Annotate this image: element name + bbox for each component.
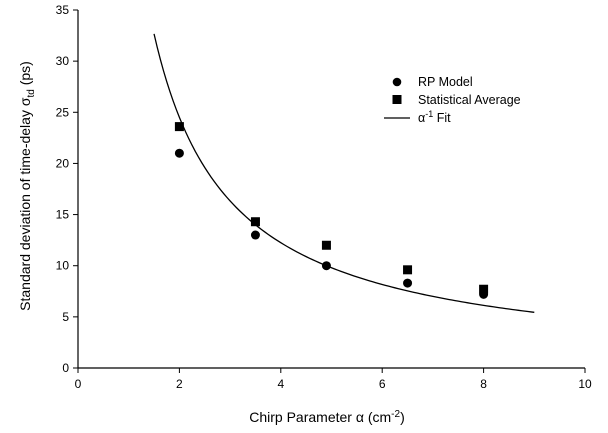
x-axis-title-close: ) bbox=[400, 409, 405, 425]
y-tick-label: 35 bbox=[56, 3, 70, 17]
legend-item-statistical-average: Statistical Average bbox=[392, 93, 521, 107]
legend-item-fit: α-1 Fit bbox=[384, 109, 451, 125]
y-tick-label: 25 bbox=[56, 105, 70, 119]
legend-label-rp-model: RP Model bbox=[418, 75, 473, 89]
x-axis-title-main: Chirp Parameter α (cm bbox=[249, 409, 391, 425]
statistical-average-point bbox=[479, 284, 489, 294]
legend-fit-word: Fit bbox=[433, 111, 451, 125]
axes bbox=[77, 10, 585, 369]
data-points bbox=[174, 122, 489, 299]
x-ticks: 0 2 4 6 8 10 bbox=[75, 368, 592, 391]
fit-curve bbox=[153, 33, 535, 313]
x-axis-title: Chirp Parameter α (cm-2) bbox=[249, 409, 404, 425]
x-tick-label: 8 bbox=[480, 377, 487, 391]
rp-model-point bbox=[321, 261, 331, 271]
statistical-average-point bbox=[174, 122, 184, 132]
statistical-average-point bbox=[403, 265, 413, 275]
y-axis-title-close: (ps) bbox=[17, 61, 33, 89]
x-axis-title-exp: -2 bbox=[391, 409, 400, 420]
legend: RP Model Statistical Average α-1 Fit bbox=[384, 75, 521, 125]
rp-model-point bbox=[174, 148, 184, 158]
x-tick-label: 0 bbox=[75, 377, 82, 391]
legend-marker-circle bbox=[392, 77, 402, 87]
y-tick-label: 20 bbox=[56, 156, 70, 170]
legend-marker-square bbox=[392, 95, 402, 104]
y-ticks: 0 5 10 15 20 25 30 35 bbox=[56, 3, 78, 375]
fit-series bbox=[153, 33, 535, 313]
statistical-average-point bbox=[321, 240, 331, 250]
x-tick-label: 4 bbox=[277, 377, 284, 391]
legend-label-fit: α-1 Fit bbox=[418, 109, 451, 125]
rp-model-point bbox=[250, 230, 260, 240]
y-tick-label: 5 bbox=[62, 310, 69, 324]
legend-fit-alpha: α bbox=[418, 111, 425, 125]
legend-item-rp-model: RP Model bbox=[392, 75, 473, 89]
x-tick-label: 2 bbox=[176, 377, 183, 391]
y-tick-label: 30 bbox=[56, 54, 70, 68]
y-axis-title-main: Standard deviation of time-delay σ bbox=[17, 97, 33, 311]
y-tick-label: 10 bbox=[56, 259, 70, 273]
legend-label-statistical-average: Statistical Average bbox=[418, 93, 521, 107]
legend-fit-exp: -1 bbox=[425, 109, 433, 119]
rp-model-point bbox=[403, 278, 413, 288]
statistical-average-point bbox=[250, 217, 260, 227]
x-tick-label: 10 bbox=[578, 377, 592, 391]
y-tick-label: 15 bbox=[56, 208, 70, 222]
y-tick-label: 0 bbox=[62, 361, 69, 375]
x-tick-label: 6 bbox=[379, 377, 386, 391]
y-axis-title-sub: td bbox=[26, 89, 37, 97]
y-axis-title: Standard deviation of time-delay σtd (ps… bbox=[17, 61, 37, 311]
